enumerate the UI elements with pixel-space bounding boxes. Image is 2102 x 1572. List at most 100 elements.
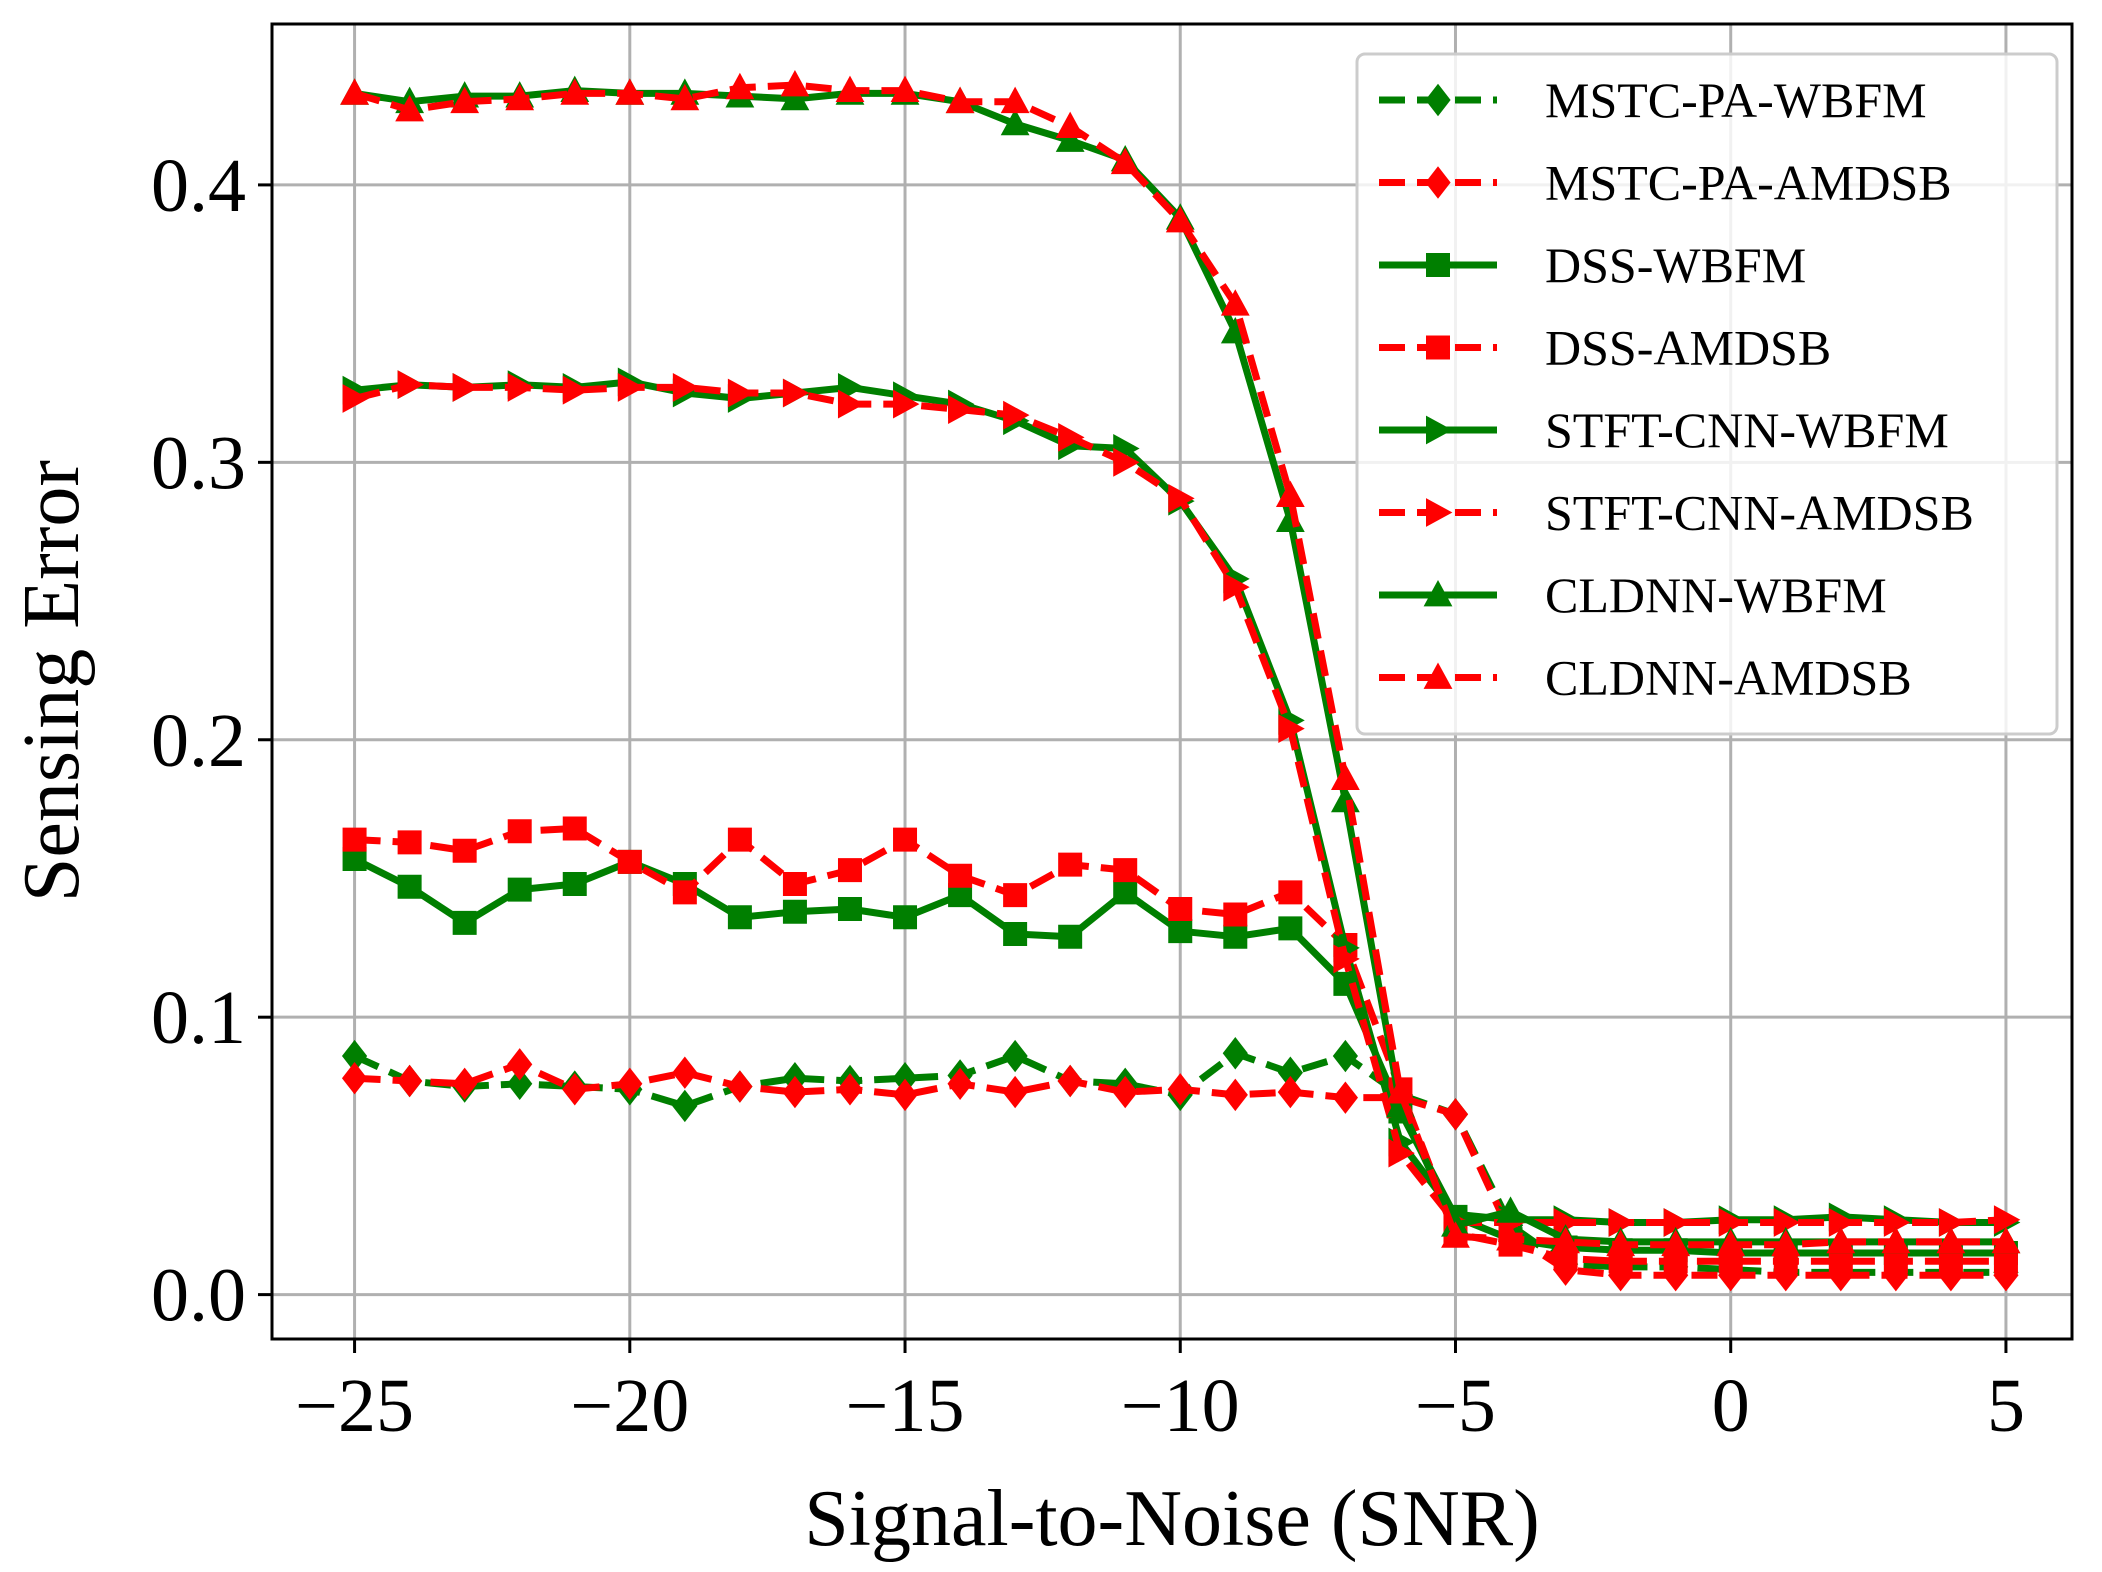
- data-point: [835, 75, 865, 102]
- data-point: [1828, 1258, 1854, 1292]
- data-point: [725, 72, 755, 100]
- legend-marker-stft-cnn-amdsb: [1426, 498, 1453, 527]
- y-tick-label: 0.3: [151, 421, 246, 505]
- data-point: [1553, 1208, 1580, 1237]
- series-lines: [340, 70, 2021, 1292]
- legend-marker-dss-wbfm: [1426, 253, 1450, 277]
- data-point: [780, 83, 810, 111]
- data-point: [507, 373, 535, 402]
- data-point: [1223, 902, 1248, 927]
- data-point: [837, 1073, 863, 1106]
- x-tick-label: 0: [1712, 1364, 1750, 1448]
- x-axis-label: Signal-to-Noise (SNR): [804, 1475, 1540, 1563]
- data-point: [948, 395, 975, 425]
- data-point: [1386, 1077, 1415, 1104]
- data-point: [1058, 422, 1085, 452]
- data-point: [1000, 86, 1030, 114]
- data-point: [1168, 483, 1195, 513]
- legend-label-dss-wbfm: DSS-WBFM: [1545, 237, 1806, 293]
- data-point: [615, 78, 645, 105]
- data-point: [1718, 1258, 1744, 1292]
- data-point: [1663, 1208, 1691, 1237]
- data-point: [1222, 1078, 1248, 1112]
- data-point: [507, 1067, 533, 1100]
- data-point: [1551, 1226, 1580, 1254]
- data-point: [892, 1062, 918, 1095]
- y-tick-label: 0.4: [151, 144, 246, 228]
- data-point: [397, 1064, 423, 1098]
- series-stft-cnn-amdsb: [342, 370, 2021, 1237]
- data-point: [1168, 919, 1193, 944]
- data-point: [1716, 1229, 1746, 1257]
- data-point: [397, 370, 425, 400]
- data-point: [890, 75, 920, 102]
- data-point: [1003, 883, 1028, 908]
- legend-label-dss-amdsb: DSS-AMDSB: [1545, 320, 1831, 376]
- series-cldnn-amdsb: [340, 70, 2021, 1257]
- data-point: [1277, 1056, 1303, 1089]
- data-point: [1110, 147, 1140, 175]
- data-point: [1277, 1075, 1303, 1109]
- data-point: [1275, 480, 1305, 508]
- data-point: [342, 384, 369, 413]
- data-point: [1991, 1226, 2021, 1254]
- data-point: [1883, 1208, 1911, 1237]
- data-point: [395, 95, 425, 122]
- y-axis-label: Sensing Error: [8, 460, 96, 902]
- data-point: [1718, 1208, 1746, 1237]
- data-point: [947, 1067, 973, 1100]
- legend: MSTC-PA-WBFM MSTC-PA-AMDSB DSS-WBFM DSS-AMD…: [1355, 52, 2059, 736]
- legend-marker-dss-amdsb: [1426, 335, 1450, 360]
- x-tick-label: −5: [1415, 1364, 1496, 1448]
- x-tick-label: −10: [1121, 1364, 1240, 1448]
- data-point: [617, 373, 645, 402]
- data-point: [450, 86, 480, 114]
- data-point: [1058, 924, 1083, 949]
- data-point: [562, 375, 590, 405]
- data-point: [1938, 1208, 1966, 1237]
- legend-marker-stft-cnn-wbfm: [1426, 415, 1453, 445]
- data-point: [893, 389, 920, 419]
- data-point: [1333, 944, 1360, 974]
- legend-label-stft-cnn-wbfm: STFT-CNN-WBFM: [1545, 402, 1949, 458]
- data-point: [945, 86, 975, 114]
- data-point: [1000, 108, 1030, 136]
- data-point: [1608, 1208, 1636, 1237]
- data-point: [397, 874, 422, 899]
- x-tick-label: −25: [295, 1364, 414, 1448]
- data-point: [452, 910, 477, 935]
- data-point: [893, 827, 918, 852]
- axis-ticks: −25 −20 −15 −10 −5 0 5 0.0 0.1 0.2 0.3 0.4: [151, 144, 2025, 1448]
- data-point: [727, 827, 752, 852]
- data-point: [562, 1073, 588, 1106]
- data-point: [1661, 1229, 1691, 1257]
- data-point: [1496, 1224, 1525, 1251]
- data-point: [1828, 1208, 1856, 1237]
- data-point: [1165, 205, 1195, 233]
- data-point: [1002, 1075, 1028, 1109]
- data-point: [782, 872, 807, 897]
- data-point: [1112, 1075, 1138, 1109]
- data-point: [782, 1075, 808, 1109]
- data-point: [1223, 572, 1250, 602]
- data-point: [507, 819, 532, 844]
- data-point: [1057, 1064, 1083, 1098]
- legend-label-mstc-pa-amdsb: MSTC-PA-AMDSB: [1545, 155, 1952, 211]
- data-point: [1278, 916, 1303, 941]
- data-point: [452, 373, 480, 402]
- data-point: [672, 373, 700, 402]
- data-point: [672, 1056, 698, 1089]
- data-point: [727, 378, 755, 408]
- data-point: [1167, 1073, 1193, 1106]
- data-point: [727, 905, 752, 930]
- data-point: [507, 877, 532, 902]
- data-point: [837, 858, 862, 883]
- plot-frame: [270, 22, 2074, 1341]
- data-point: [562, 816, 587, 841]
- data-point: [1003, 921, 1028, 946]
- data-point: [1828, 1249, 1853, 1274]
- data-point: [893, 905, 918, 930]
- data-point: [1938, 1249, 1963, 1274]
